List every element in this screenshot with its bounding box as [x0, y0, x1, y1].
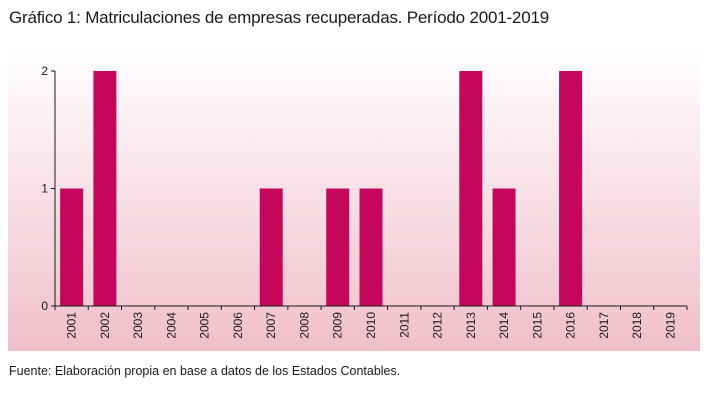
x-tick-label-2004: 2004 [164, 312, 178, 339]
x-tick-label-2010: 2010 [364, 312, 378, 339]
chart-background [8, 47, 700, 351]
x-tick-label-2019: 2019 [663, 312, 677, 339]
y-tick-label: 1 [41, 182, 48, 196]
x-tick-label-2009: 2009 [331, 312, 345, 339]
x-tick-label-2001: 2001 [65, 312, 79, 339]
x-tick-label-2003: 2003 [131, 312, 145, 339]
x-tick-label-2007: 2007 [264, 312, 278, 339]
bar-2002 [93, 71, 117, 306]
x-tick-label-2017: 2017 [597, 312, 611, 339]
y-ticks-group: 0 1 2 [41, 64, 55, 313]
x-tick-label-2013: 2013 [464, 312, 478, 339]
bar-2001 [60, 188, 84, 306]
chart-title: Gráfico 1: Matriculaciones de empresas r… [9, 8, 549, 27]
bar-2016 [559, 71, 583, 306]
bar-2013 [459, 71, 483, 306]
bar-2009 [326, 188, 350, 306]
x-tick-label-2006: 2006 [231, 312, 245, 339]
bars-group [60, 71, 583, 306]
x-tick-label-2002: 2002 [98, 312, 112, 339]
x-tick-label-2008: 2008 [297, 312, 311, 339]
bar-2007 [259, 188, 283, 306]
x-tick-label-2016: 2016 [564, 312, 578, 339]
x-tick-label-2014: 2014 [497, 312, 511, 339]
bar-2014 [492, 188, 516, 306]
x-tick-label-2011: 2011 [397, 312, 411, 338]
y-tick-label: 2 [41, 64, 48, 78]
x-tick-label-2018: 2018 [630, 312, 644, 339]
bar-chart: 0 1 2 2001 2002 2003 2004 2005 2006 2007 2008 2009… [8, 47, 700, 351]
x-tick-label-2015: 2015 [530, 312, 544, 339]
source-note: Fuente: Elaboración propia en base a dat… [9, 364, 401, 378]
bar-2010 [359, 188, 383, 306]
x-ticks-group: 2001 2002 2003 2004 2005 2006 2007 2008 2009 2010… [54, 306, 688, 339]
y-tick-label: 0 [41, 299, 48, 313]
x-tick-label-2012: 2012 [431, 312, 445, 339]
chart-panel: 0 1 2 2001 2002 2003 2004 2005 2006 2007 2008 2009… [8, 47, 700, 351]
x-tick-label-2005: 2005 [198, 312, 212, 339]
